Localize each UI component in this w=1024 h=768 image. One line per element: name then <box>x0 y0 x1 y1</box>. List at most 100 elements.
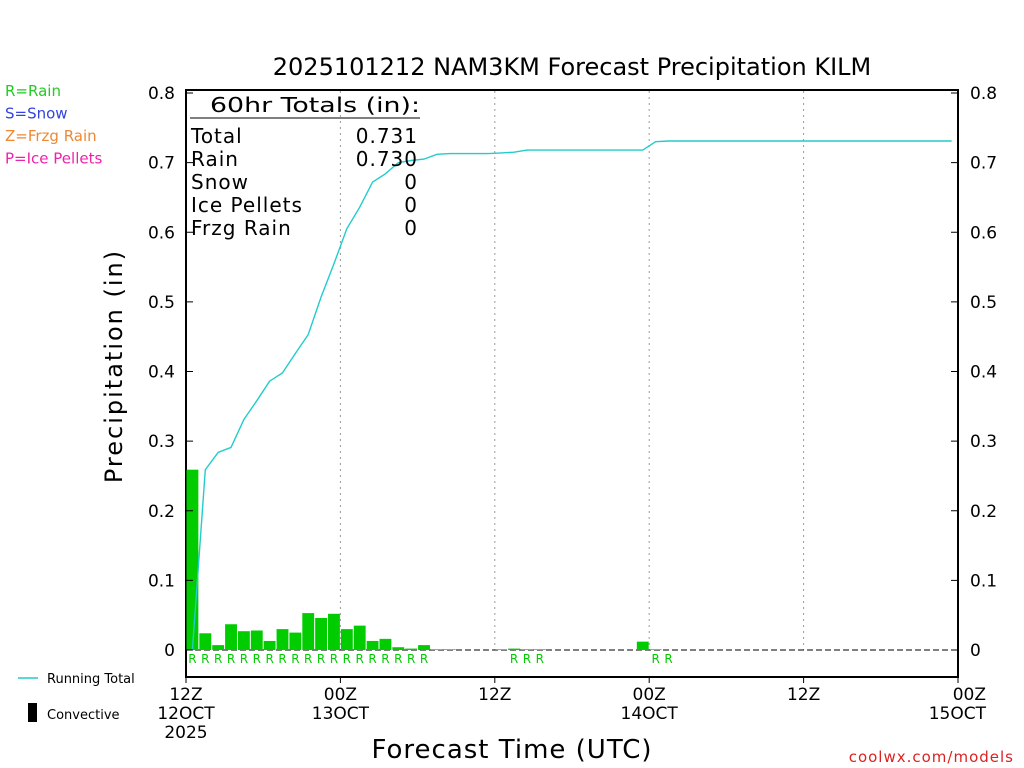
ptype-mark-12: R <box>343 652 351 666</box>
xtick-label-5-0: 00Z <box>953 685 986 705</box>
ptype-mark-14: R <box>368 652 376 666</box>
ptype-mark-1: R <box>201 652 209 666</box>
ptype-mark-3: R <box>227 652 235 666</box>
totals-value-1: 0.730 <box>356 147 418 171</box>
xtick-label-0-0: 12Z <box>169 685 202 705</box>
ptype-mark-2: R <box>214 652 222 666</box>
ytick-label-left-4: 0.4 <box>148 363 175 383</box>
bar-hour-5 <box>237 631 250 650</box>
bar-hour-36 <box>636 641 649 650</box>
ytick-label-left-6: 0.6 <box>148 223 175 243</box>
bar-hour-17 <box>392 647 405 650</box>
ptype-mark-22: R <box>651 652 659 666</box>
convective-legend-swatch <box>28 703 37 722</box>
xtick-label-3-0: 00Z <box>633 685 666 705</box>
bar-hour-25 <box>495 649 508 650</box>
legend-type-1: S=Snow <box>5 105 68 123</box>
bar-hour-27 <box>521 649 533 650</box>
ytick-label-left-5: 0.5 <box>148 293 175 313</box>
legend-type-2: Z=Frzg Rain <box>5 127 97 145</box>
ytick-label-left-1: 0.1 <box>148 571 175 591</box>
convective-legend-label: Convective <box>47 708 120 723</box>
ytick-label-left-8: 0.8 <box>148 84 175 104</box>
bar-hour-14 <box>353 625 366 650</box>
bar-hour-10 <box>302 613 315 650</box>
ytick-label-left-7: 0.7 <box>148 154 175 174</box>
ytick-label-left-2: 0.2 <box>148 502 175 522</box>
ytick-label-right-6: 0.6 <box>970 223 997 243</box>
xtick-label-2-0: 12Z <box>478 685 511 705</box>
totals-label-4: Frzg Rain <box>191 216 292 240</box>
ptype-mark-6: R <box>265 652 273 666</box>
xtick-label-0-1: 12OCT <box>157 704 215 724</box>
ptype-mark-19: R <box>510 652 518 666</box>
totals-value-4: 0 <box>404 216 418 240</box>
bar-hour-26 <box>508 648 521 650</box>
running-total-line <box>191 140 952 651</box>
y-axis-label: Precipitation (in) <box>100 249 128 483</box>
ptype-mark-9: R <box>304 652 312 666</box>
ytick-label-right-8: 0.8 <box>970 84 997 104</box>
hourly-precip-bars <box>186 469 662 650</box>
ytick-label-right-2: 0.2 <box>970 502 997 522</box>
totals-value-2: 0 <box>404 170 418 194</box>
ptype-mark-11: R <box>330 652 338 666</box>
bar-hour-7 <box>263 640 276 650</box>
y-axis-left: 0 0.1 0.2 0.3 0.4 0.5 0.6 0.7 0.8 <box>148 84 193 661</box>
totals-label-3: Ice Pellets <box>191 193 303 217</box>
ptype-mark-16: R <box>394 652 402 666</box>
xtick-label-0-2: 2025 <box>164 723 207 743</box>
bar-hour-6 <box>250 630 263 650</box>
bar-hour-15 <box>366 640 379 650</box>
ytick-label-left-0: 0 <box>164 641 175 661</box>
bar-hour-3 <box>212 645 225 650</box>
bar-hour-12 <box>328 613 340 650</box>
bar-hour-4 <box>225 624 237 650</box>
ptype-mark-7: R <box>278 652 286 666</box>
bar-hour-37 <box>649 649 662 650</box>
bar-hour-21 <box>443 649 456 650</box>
xtick-label-5-1: 15OCT <box>929 704 987 724</box>
totals-box: 60hr Totals (in): Total 0.731 Rain 0.730 Sno… <box>190 93 420 240</box>
ytick-label-right-1: 0.1 <box>970 571 997 591</box>
bar-hour-13 <box>340 629 353 650</box>
xtick-label-4-0: 12Z <box>787 685 820 705</box>
ptype-mark-4: R <box>240 652 248 666</box>
totals-value-3: 0 <box>404 193 418 217</box>
totals-label-2: Snow <box>191 170 249 194</box>
bar-hour-28 <box>533 649 546 650</box>
totals-label-1: Rain <box>191 147 239 171</box>
ptype-mark-20: R <box>523 652 531 666</box>
xtick-label-1-0: 00Z <box>324 685 357 705</box>
running-total-legend-label: Running Total <box>47 672 135 687</box>
ytick-label-right-0: 0 <box>970 641 981 661</box>
precip-type-legend: R=Rain S=Snow Z=Frzg Rain P=Ice Pellets <box>5 82 102 168</box>
ptype-mark-0: R <box>188 652 196 666</box>
bar-hour-18 <box>405 648 418 650</box>
ptype-mark-5: R <box>253 652 261 666</box>
bar-hour-1 <box>186 469 199 650</box>
ptype-mark-8: R <box>291 652 299 666</box>
ptype-mark-10: R <box>317 652 325 666</box>
ptype-mark-23: R <box>664 652 672 666</box>
bar-hour-11 <box>315 617 328 650</box>
ptype-mark-21: R <box>536 652 544 666</box>
totals-label-0: Total <box>190 124 243 148</box>
credit-text: coolwx.com/models <box>849 748 1014 766</box>
ytick-label-left-3: 0.3 <box>148 432 175 452</box>
chart-title: 2025101212 NAM3KM Forecast Precipitation… <box>273 53 871 81</box>
xtick-label-1-1: 13OCT <box>312 704 370 724</box>
ytick-label-right-5: 0.5 <box>970 293 997 313</box>
bar-hour-9 <box>289 632 302 650</box>
totals-value-0: 0.731 <box>356 124 418 148</box>
bar-hour-16 <box>379 638 392 650</box>
bar-hour-8 <box>276 629 289 650</box>
xtick-label-3-1: 14OCT <box>621 704 679 724</box>
plot-frame <box>185 89 959 678</box>
legend-type-3: P=Ice Pellets <box>5 150 102 168</box>
ytick-label-right-3: 0.3 <box>970 432 997 452</box>
bar-hour-19 <box>418 645 430 650</box>
